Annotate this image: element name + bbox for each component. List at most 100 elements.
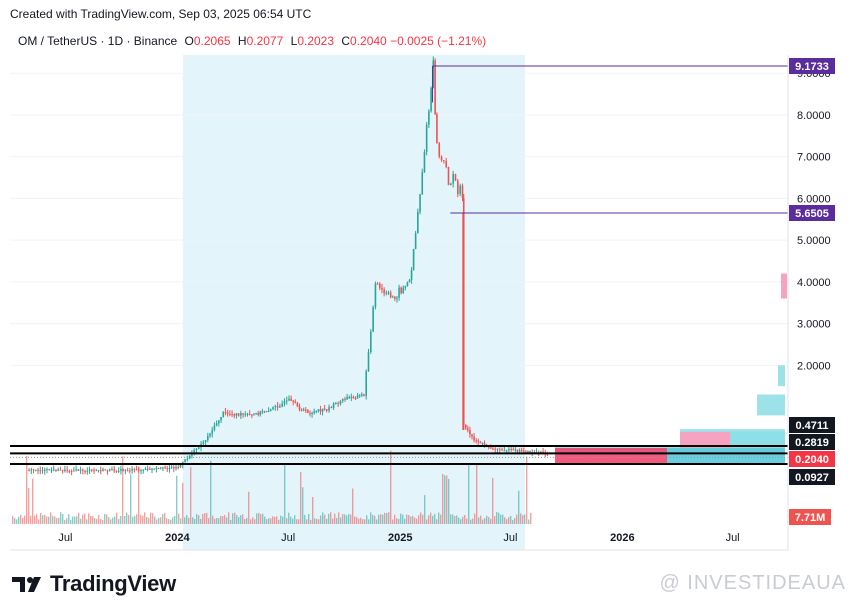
volume-bar <box>130 474 132 524</box>
volume-profile-bar <box>667 448 785 465</box>
candle-body <box>129 470 131 472</box>
candle-body <box>492 448 494 450</box>
candle-body <box>242 413 244 415</box>
candle-body <box>428 111 430 125</box>
volume-bar <box>178 513 180 524</box>
volume-bar <box>416 518 418 524</box>
candle-body <box>400 287 402 294</box>
candle-body <box>46 469 48 471</box>
volume-bar <box>358 518 360 524</box>
volume-bar <box>92 516 94 524</box>
time-axis-label: Jul <box>503 532 517 544</box>
candle-body <box>226 412 229 415</box>
volume-bar <box>96 518 98 524</box>
volume-bar <box>356 517 358 524</box>
candle-body <box>370 331 372 353</box>
tradingview-logo: TradingView <box>12 571 176 597</box>
candle-body <box>292 400 294 402</box>
candle-body <box>518 450 521 452</box>
time-axis-label: Jul <box>281 532 295 544</box>
candle-body <box>211 429 214 434</box>
volume-bar <box>204 513 206 524</box>
candle-body <box>457 180 459 194</box>
candle-body <box>135 469 138 471</box>
candle-body <box>113 469 115 471</box>
volume-bar <box>258 512 260 524</box>
volume-bar <box>420 512 422 524</box>
candle-body <box>434 60 436 115</box>
candle-body <box>365 371 367 396</box>
volume-bar <box>84 513 86 524</box>
volume-bar <box>200 518 202 524</box>
volume-bar <box>504 517 506 524</box>
created-with-credit: Created with TradingView.com, Sep 03, 20… <box>10 7 312 21</box>
volume-bar <box>262 513 264 524</box>
volume-bar <box>50 512 52 524</box>
candle-body <box>70 470 73 472</box>
author-watermark: @ INVESTIDEAUA <box>659 572 846 594</box>
volume-bar <box>142 515 144 524</box>
high-label: H <box>237 34 247 48</box>
volume-bar <box>184 517 186 524</box>
volume-bar <box>154 516 156 524</box>
price-badge <box>789 204 835 221</box>
candle-body <box>481 443 484 445</box>
candle-body <box>255 413 257 415</box>
volume-bar <box>18 516 20 524</box>
volume-bar <box>332 518 334 524</box>
candle-body <box>265 411 268 413</box>
candle-body <box>328 407 330 411</box>
volume-bar <box>268 518 270 524</box>
price-axis-label: 6.0000 <box>797 193 831 205</box>
candle-body <box>319 409 322 412</box>
volume-bar <box>282 516 284 524</box>
volume-bar <box>472 518 474 524</box>
candle-body <box>144 469 147 471</box>
volume-badge <box>789 509 831 525</box>
candle-body <box>498 448 501 450</box>
candle-body <box>224 411 227 413</box>
volume-bar <box>44 514 46 524</box>
candle-body <box>479 441 482 444</box>
volume-bar <box>278 519 280 524</box>
candle-body <box>402 287 405 294</box>
volume-bar <box>40 512 42 524</box>
volume-bar <box>76 516 78 524</box>
candle-body <box>269 409 272 412</box>
candle-body <box>335 403 337 405</box>
candle-body <box>307 410 309 414</box>
candle-body <box>93 469 95 471</box>
volume-bar <box>292 518 294 524</box>
candle-body <box>432 60 435 89</box>
candle-body <box>323 408 326 410</box>
volume-bar <box>212 515 214 524</box>
candle-body <box>302 409 305 411</box>
candle-body <box>514 449 517 451</box>
candle-body <box>188 455 191 459</box>
candle-body <box>261 411 264 413</box>
candle-body <box>296 402 299 407</box>
volume-bar <box>486 515 488 524</box>
volume-bar <box>526 456 528 524</box>
candle-body <box>459 185 461 194</box>
volume-bar <box>302 487 304 524</box>
price-axis-label: 8.0000 <box>797 110 831 122</box>
candle-body <box>102 469 104 471</box>
candle-body <box>527 450 529 453</box>
volume-bar <box>400 513 402 524</box>
price-badge <box>789 58 835 74</box>
time-axis-label: Jul <box>58 532 72 544</box>
price-badge-label: 5.6505 <box>795 208 829 220</box>
candle-body <box>177 466 180 468</box>
volume-bar <box>156 519 158 524</box>
candle-body <box>73 470 75 472</box>
candle-body <box>313 411 315 413</box>
volume-bar <box>342 513 344 524</box>
volume-bar <box>254 519 256 524</box>
candle-body <box>300 409 303 411</box>
candle-body <box>394 296 396 299</box>
candle-body <box>540 451 542 453</box>
volume-bar <box>466 518 468 524</box>
volume-bar <box>452 514 454 524</box>
